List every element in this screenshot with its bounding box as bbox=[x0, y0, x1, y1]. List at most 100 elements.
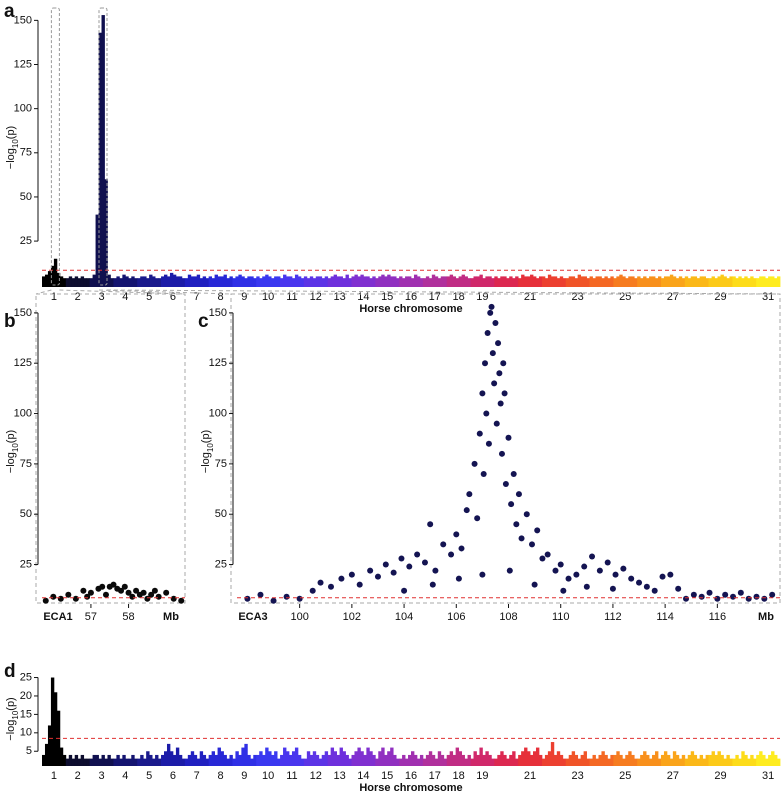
y-tick-label: 125 bbox=[14, 357, 32, 369]
snp-column bbox=[220, 751, 224, 766]
snp-column bbox=[372, 754, 376, 766]
snp-column bbox=[530, 274, 534, 287]
x-tick-label: 29 bbox=[714, 770, 726, 782]
snp-point bbox=[102, 591, 109, 598]
y-tick-label: 125 bbox=[14, 58, 32, 70]
snp-column bbox=[181, 758, 186, 766]
snp-column bbox=[330, 276, 335, 287]
snp-column bbox=[208, 276, 213, 287]
x-tick-label: 13 bbox=[333, 770, 345, 782]
snp-column bbox=[217, 747, 221, 766]
snp-column bbox=[247, 276, 251, 287]
snp-point bbox=[327, 583, 334, 590]
snp-column bbox=[336, 754, 340, 766]
snp-point bbox=[659, 573, 666, 580]
zoom-connector bbox=[98, 289, 232, 295]
snp-column bbox=[461, 754, 465, 766]
snp-column bbox=[166, 276, 171, 287]
y-tick-label: 150 bbox=[14, 14, 32, 26]
snp-point bbox=[338, 575, 345, 582]
snp-point bbox=[583, 583, 590, 590]
snp-column bbox=[452, 754, 457, 766]
y-tick-label: 75 bbox=[215, 458, 227, 470]
snp-column bbox=[768, 276, 772, 287]
snp-point bbox=[296, 595, 303, 602]
x-tick-label: 31 bbox=[762, 291, 774, 303]
snp-point bbox=[374, 573, 381, 580]
snp-column bbox=[330, 747, 335, 766]
snp-column bbox=[467, 278, 471, 287]
x-tick-label: 2 bbox=[75, 770, 81, 782]
snp-column bbox=[277, 758, 281, 766]
snp-column bbox=[393, 754, 397, 766]
snp-point bbox=[87, 589, 94, 596]
snp-column bbox=[524, 747, 528, 766]
snp-column bbox=[443, 758, 448, 766]
snp-column bbox=[419, 754, 424, 766]
x-axis-label: Horse chromosome bbox=[359, 303, 462, 315]
snp-column bbox=[199, 278, 204, 287]
x-tick-label: 9 bbox=[241, 291, 247, 303]
snp-column bbox=[732, 276, 736, 287]
snp-column bbox=[577, 274, 582, 287]
x-tick-label: 11 bbox=[286, 770, 297, 782]
snp-column bbox=[205, 278, 210, 287]
snp-column bbox=[482, 754, 486, 766]
snp-column bbox=[702, 758, 707, 766]
snp-column bbox=[381, 747, 385, 766]
snp-column bbox=[512, 278, 516, 287]
snp-column bbox=[107, 274, 111, 287]
snp-column bbox=[297, 754, 302, 766]
snp-column bbox=[291, 278, 296, 287]
snp-column bbox=[164, 751, 168, 766]
snp-point bbox=[493, 420, 500, 427]
snp-column bbox=[571, 751, 576, 766]
snp-column bbox=[524, 276, 528, 287]
snp-column bbox=[277, 276, 281, 287]
snp-column bbox=[321, 754, 326, 766]
snp-column bbox=[714, 754, 718, 766]
y-tick-label: 25 bbox=[215, 558, 227, 570]
y-tick-label: 10 bbox=[20, 727, 32, 739]
snp-column bbox=[297, 276, 302, 287]
snp-column bbox=[190, 276, 195, 287]
snp-column bbox=[59, 747, 64, 766]
snp-column bbox=[431, 754, 436, 766]
snp-column bbox=[652, 754, 656, 766]
snp-column bbox=[265, 747, 269, 766]
snp-column bbox=[360, 751, 364, 766]
snp-column bbox=[223, 274, 227, 287]
x-label-left: ECA1 bbox=[43, 611, 72, 623]
x-tick-label: 10 bbox=[262, 770, 274, 782]
snp-column bbox=[345, 274, 349, 287]
snp-column bbox=[178, 276, 183, 287]
snp-column bbox=[399, 758, 403, 766]
snp-point bbox=[348, 571, 355, 578]
snp-column bbox=[315, 276, 320, 287]
snp-column bbox=[83, 278, 88, 287]
x-tick-label: 14 bbox=[357, 770, 369, 782]
snp-column bbox=[396, 278, 400, 287]
snp-column bbox=[193, 754, 198, 766]
snp-column bbox=[288, 754, 293, 766]
snp-column bbox=[515, 276, 519, 287]
y-tick-label: 150 bbox=[14, 307, 32, 319]
snp-column bbox=[521, 274, 525, 287]
snp-column bbox=[637, 758, 641, 766]
snp-point bbox=[667, 571, 674, 578]
snp-column bbox=[640, 278, 644, 287]
snp-column bbox=[202, 276, 207, 287]
snp-column bbox=[678, 758, 683, 766]
snp-column bbox=[687, 754, 692, 766]
snp-column bbox=[771, 276, 775, 287]
x-tick-label: 6 bbox=[170, 770, 176, 782]
snp-column bbox=[312, 751, 317, 766]
snp-column bbox=[53, 258, 58, 287]
snp-point bbox=[769, 591, 776, 598]
snp-point bbox=[484, 330, 491, 337]
snp-point bbox=[643, 583, 650, 590]
snp-point bbox=[528, 541, 535, 548]
snp-column bbox=[402, 278, 406, 287]
snp-column bbox=[693, 276, 698, 287]
snp-column bbox=[628, 751, 632, 766]
